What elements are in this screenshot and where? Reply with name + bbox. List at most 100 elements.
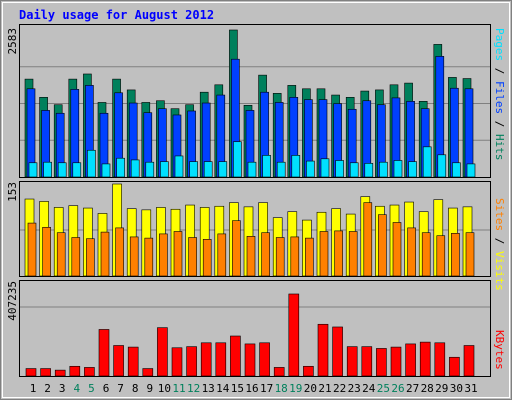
pages-bar bbox=[262, 155, 271, 178]
kbytes-bar bbox=[157, 327, 168, 377]
x-tick-label: 8 bbox=[132, 382, 139, 395]
panel-visits-frame bbox=[19, 181, 491, 277]
kbytes-ymax-label: 407235 bbox=[6, 281, 19, 321]
kbytes-bar bbox=[230, 335, 241, 377]
sites-bar bbox=[363, 202, 373, 277]
x-tick-label: 14 bbox=[216, 382, 230, 395]
kbytes-bar bbox=[113, 345, 124, 377]
x-tick-label: 2 bbox=[44, 382, 51, 395]
legend-kbytes-panel: KBytes bbox=[493, 330, 506, 370]
pages-bar bbox=[57, 162, 67, 178]
sites-bar bbox=[261, 232, 270, 277]
legend-visits: Visits bbox=[493, 251, 506, 291]
x-tick-label: 9 bbox=[146, 382, 153, 395]
x-axis-labels: 1 2 3 4 5 6 7 8 9 10 11 12 13 14 15 16 17 18 19 20 21 22 23 24 2… bbox=[30, 382, 478, 395]
sites-bar bbox=[392, 222, 402, 277]
chart-title: Daily usage for August 2012 bbox=[19, 8, 214, 22]
pages-bar bbox=[291, 155, 301, 178]
x-tick-label: 16 bbox=[245, 382, 258, 395]
sites-bar bbox=[378, 214, 387, 277]
panel-kbytes-frame bbox=[19, 280, 491, 377]
pages-bar bbox=[379, 161, 388, 178]
kbytes-bar bbox=[200, 342, 212, 377]
sites-bar bbox=[465, 232, 475, 277]
kbytes-bar bbox=[259, 342, 270, 377]
sites-bar bbox=[348, 231, 358, 277]
x-tick-label: 1 bbox=[30, 382, 37, 395]
pages-bar bbox=[101, 163, 111, 178]
pages-bar bbox=[116, 157, 125, 178]
sites-bar bbox=[115, 227, 124, 277]
x-tick-label: 19 bbox=[289, 382, 302, 395]
sites-bar bbox=[305, 237, 314, 277]
pages-bar bbox=[247, 161, 257, 178]
sites-bar bbox=[232, 220, 241, 277]
pages-bar bbox=[145, 161, 155, 178]
legend-pages: Pages bbox=[493, 28, 506, 61]
pages-bar bbox=[28, 162, 38, 178]
x-tick-label: 17 bbox=[260, 382, 273, 395]
sites-bar bbox=[407, 227, 416, 277]
kbytes-bar bbox=[449, 356, 460, 377]
pages-bar bbox=[218, 161, 228, 178]
sites-bar bbox=[100, 231, 110, 277]
kbytes-bar bbox=[186, 346, 197, 377]
kbytes-bar bbox=[215, 342, 227, 377]
kbytes-bar bbox=[376, 348, 387, 377]
pages-bar bbox=[72, 162, 82, 178]
pages-bar bbox=[364, 163, 374, 178]
sites-bar bbox=[188, 237, 197, 277]
kbytes-bar bbox=[303, 365, 314, 377]
sites-bar bbox=[217, 233, 227, 277]
pages-bar bbox=[320, 158, 330, 178]
legend-kbytes: KBytes bbox=[493, 330, 506, 370]
x-tick-label: 23 bbox=[348, 382, 361, 395]
x-tick-label: 13 bbox=[202, 382, 215, 395]
kbytes-bar bbox=[361, 346, 373, 377]
panel-hits-frame bbox=[19, 24, 491, 178]
pages-bar bbox=[160, 161, 169, 178]
x-tick-label: 29 bbox=[435, 382, 448, 395]
pages-bar bbox=[306, 160, 315, 178]
sites-bar bbox=[71, 237, 81, 277]
legend-sites: Sites bbox=[493, 198, 506, 231]
pages-bar bbox=[393, 160, 403, 178]
pages-bar bbox=[189, 161, 198, 178]
bars-layer bbox=[20, 29, 490, 377]
sites-bar bbox=[86, 238, 95, 277]
x-tick-label: 21 bbox=[318, 382, 331, 395]
visits-ymax-label: 153 bbox=[6, 182, 19, 202]
kbytes-bar bbox=[40, 368, 51, 377]
sites-bar bbox=[56, 232, 66, 277]
x-tick-label: 30 bbox=[450, 382, 463, 395]
sites-bar bbox=[144, 237, 154, 277]
pages-bar bbox=[276, 161, 286, 178]
x-tick-label: 10 bbox=[158, 382, 171, 395]
sites-bar bbox=[27, 222, 37, 277]
x-tick-label: 20 bbox=[304, 382, 317, 395]
sites-bar bbox=[129, 236, 139, 277]
sites-bar bbox=[421, 232, 431, 277]
kbytes-bar bbox=[142, 368, 154, 377]
legend-sep-2: / bbox=[493, 114, 506, 134]
kbytes-bar bbox=[98, 329, 110, 377]
sites-bar bbox=[246, 236, 256, 277]
x-tick-label: 25 bbox=[377, 382, 390, 395]
x-tick-label: 11 bbox=[172, 382, 185, 395]
pages-bar bbox=[408, 161, 417, 178]
x-tick-label: 27 bbox=[406, 382, 419, 395]
sites-bar bbox=[319, 231, 329, 277]
legend-hits-panel: Pages / Files / Hits bbox=[493, 28, 506, 161]
sites-bar bbox=[173, 231, 183, 277]
x-tick-label: 15 bbox=[231, 382, 244, 395]
x-tick-label: 31 bbox=[464, 382, 477, 395]
legend-visits-panel: Sites / Visits bbox=[493, 198, 506, 291]
kbytes-bar bbox=[463, 345, 475, 377]
x-tick-label: 28 bbox=[421, 382, 434, 395]
kbytes-bar bbox=[25, 368, 37, 377]
x-tick-label: 5 bbox=[88, 382, 95, 395]
sites-bar bbox=[202, 239, 212, 277]
x-tick-label: 22 bbox=[333, 382, 346, 395]
